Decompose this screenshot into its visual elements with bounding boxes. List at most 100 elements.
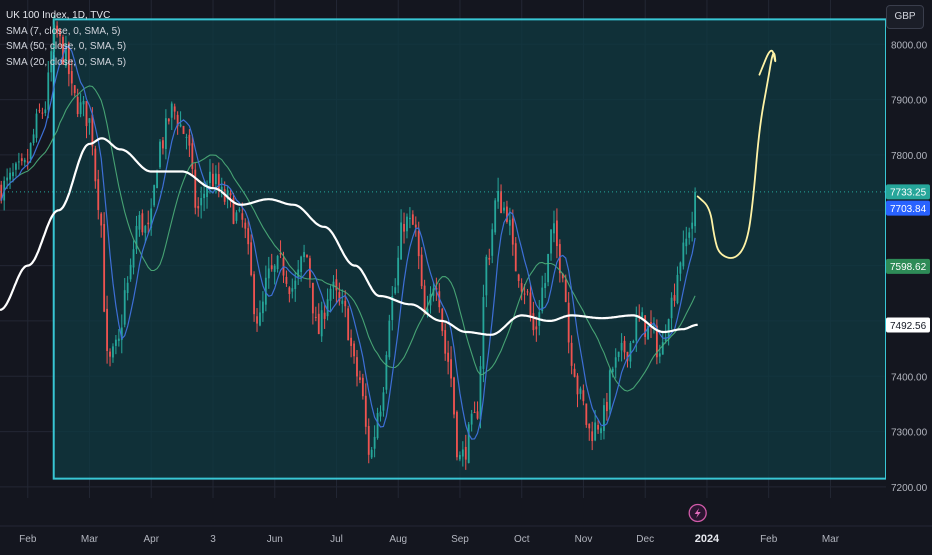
candle	[176, 111, 179, 135]
candle	[479, 355, 482, 429]
candle	[15, 161, 17, 177]
candle-body	[620, 342, 623, 351]
candle-body	[226, 190, 229, 200]
y-tick-label: 7300.00	[891, 428, 928, 439]
x-tick-label: Aug	[389, 534, 407, 545]
event-lightning-icon[interactable]	[688, 503, 707, 523]
candle-body	[453, 377, 455, 415]
candle-body	[359, 377, 361, 380]
candle	[247, 220, 250, 255]
candle	[53, 15, 56, 56]
candle-body	[197, 206, 200, 209]
candle-body	[664, 337, 667, 341]
candle	[500, 184, 502, 214]
candle	[514, 237, 517, 272]
candle-body	[185, 136, 188, 138]
candle	[220, 177, 223, 198]
candle-body	[335, 279, 338, 291]
candle	[597, 420, 599, 434]
candle-body	[556, 220, 558, 247]
candle-body	[523, 293, 526, 295]
candle-body	[550, 229, 552, 254]
candle-body	[494, 200, 497, 233]
currency-button[interactable]: GBP	[886, 5, 924, 29]
candle	[679, 261, 682, 282]
price-tag-sma7: 7703.84	[886, 200, 930, 216]
candle	[376, 407, 379, 440]
candle-body	[6, 177, 9, 181]
candle	[79, 93, 82, 118]
candle	[261, 291, 264, 322]
candle-body	[179, 124, 182, 127]
candle-body	[506, 206, 508, 222]
candle-body	[41, 112, 44, 114]
candle-body	[62, 36, 64, 64]
candle-body	[532, 313, 535, 331]
time-axis[interactable]: Feb Mar Apr 3 Jun Jul Aug Sep Oct Nov Dec 2024 Feb Ma…	[0, 525, 932, 545]
candle	[23, 157, 26, 167]
candle-body	[685, 238, 688, 247]
candle-body	[673, 295, 676, 301]
candle-body	[73, 85, 76, 94]
candle	[47, 60, 50, 119]
candle	[9, 167, 11, 189]
candle-body	[20, 158, 23, 162]
candle	[517, 273, 520, 288]
candle-body	[529, 292, 532, 317]
candle-body	[247, 228, 250, 245]
candle-body	[173, 106, 176, 112]
candle	[294, 272, 297, 302]
candle-body	[200, 197, 203, 206]
candle-body	[655, 325, 658, 358]
price-axis[interactable]: 8000.007900.007800.007700.007600.007500.…	[886, 0, 932, 550]
candle	[235, 210, 238, 224]
price-axis-bg	[886, 0, 932, 550]
candle	[26, 148, 29, 170]
candle	[385, 351, 388, 394]
candle	[329, 285, 332, 313]
x-tick-label: Sep	[451, 534, 469, 545]
candle-body	[647, 325, 649, 340]
candle	[550, 229, 552, 261]
candle	[491, 223, 494, 264]
candle-body	[464, 446, 467, 460]
candle	[279, 240, 282, 259]
candle	[338, 282, 341, 306]
candle	[588, 423, 591, 441]
candle-body	[209, 171, 211, 184]
candle	[582, 384, 585, 406]
projection-drawing[interactable]	[696, 49, 777, 259]
candle-body	[214, 173, 217, 185]
candle-body	[253, 274, 255, 315]
candle	[553, 210, 555, 243]
candle	[303, 244, 305, 263]
candle	[591, 421, 594, 451]
price-tag-text: 7492.56	[890, 321, 927, 332]
candle-body	[503, 207, 505, 211]
candle-body	[182, 125, 185, 134]
candle-body	[109, 351, 111, 357]
candle-body	[658, 353, 661, 357]
candle	[420, 247, 423, 290]
candle-body	[123, 290, 126, 325]
channel-box[interactable]	[52, 18, 887, 480]
candle	[138, 211, 141, 237]
candle-body	[379, 411, 382, 417]
candle-body	[485, 256, 488, 296]
candle-body	[106, 308, 108, 351]
candle-body	[632, 341, 635, 343]
candle-body	[97, 179, 100, 210]
candle	[414, 216, 417, 237]
candle	[458, 451, 461, 462]
candle-body	[388, 320, 391, 358]
candle	[347, 305, 350, 341]
candle-body	[220, 186, 223, 192]
candle-body	[267, 268, 270, 279]
candle	[608, 368, 611, 415]
candle	[353, 340, 355, 364]
candle-body	[600, 428, 602, 434]
candle	[470, 409, 473, 432]
candle	[673, 283, 676, 307]
candle	[164, 109, 167, 160]
